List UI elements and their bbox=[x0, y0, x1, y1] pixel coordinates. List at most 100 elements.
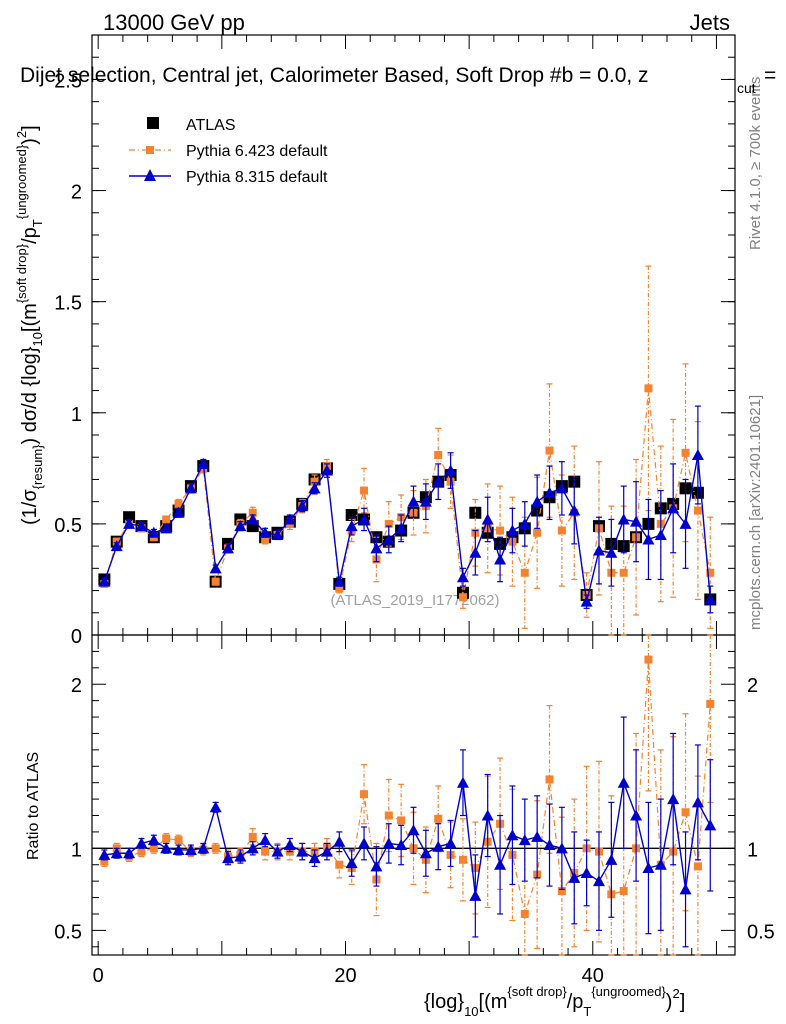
pythia8-point bbox=[617, 513, 630, 525]
pythia8-point bbox=[271, 529, 284, 540]
ratio-pythia8-point bbox=[691, 796, 704, 808]
ratio-pythia8-point bbox=[518, 834, 531, 846]
legend-pythia8-marker bbox=[144, 169, 156, 181]
pythia6-point bbox=[644, 384, 653, 393]
ratio-axis-ticks: 0 20 40 0.5 0.5 1 1 2 2 bbox=[54, 635, 775, 987]
legend-pythia8-label: Pythia 8.315 default bbox=[186, 169, 328, 186]
legend: ATLAS Pythia 6.423 default Pythia 8.315 … bbox=[129, 117, 328, 186]
pythia8-point bbox=[222, 542, 235, 554]
svg-text:(1/σ{resum}) dσ/d {log}10[(m{s: (1/σ{resum}) dσ/d {log}10[(m{soft drop}/… bbox=[14, 125, 45, 525]
pythia6-point bbox=[545, 446, 554, 455]
pythia8-point bbox=[667, 502, 680, 514]
ratio-pythia6-point bbox=[211, 844, 220, 853]
ratio-pythia8-point bbox=[209, 801, 222, 813]
ratio-pythia6-point bbox=[520, 909, 529, 918]
ratio-ytick-label-left: 1 bbox=[71, 839, 82, 861]
ratio-pythia6-point bbox=[100, 857, 109, 866]
ratio-pythia8-line bbox=[104, 779, 711, 897]
ratio-pythia8-point bbox=[456, 776, 469, 788]
pythia6-point bbox=[619, 568, 628, 577]
ratio-pythia6-point bbox=[681, 808, 690, 817]
ratio-pythia6-point bbox=[261, 847, 270, 856]
pythia8-point bbox=[160, 522, 173, 534]
main-ytick-label: 1.5 bbox=[54, 293, 82, 315]
ratio-pythia8-point bbox=[543, 839, 556, 851]
pythia8-point bbox=[110, 540, 123, 552]
pythia8-point bbox=[605, 546, 618, 558]
ratio-pythia8-point bbox=[654, 858, 667, 870]
ratio-pythia8-point bbox=[234, 850, 247, 862]
pythia6-point bbox=[248, 508, 257, 517]
pythia8-point bbox=[469, 546, 482, 558]
ratio-pythia8-point bbox=[135, 837, 148, 849]
pythia8-point bbox=[494, 553, 507, 565]
pythia8-point bbox=[679, 517, 692, 529]
pythia8-point bbox=[296, 500, 309, 512]
atlas-point bbox=[345, 509, 358, 521]
main-ytick-label: 0.5 bbox=[54, 515, 82, 537]
ratio-ytick-label-right: 2 bbox=[747, 675, 758, 697]
pythia8-point bbox=[123, 517, 136, 529]
ratio-pythia8-point bbox=[333, 835, 346, 847]
pythia8-point bbox=[147, 526, 160, 538]
main-axis-ticks: 0 0.5 1 1.5 2 2.5 bbox=[54, 34, 735, 648]
ratio-pythia8-point bbox=[184, 843, 197, 855]
pythia8-point bbox=[395, 522, 408, 534]
pythia8-point bbox=[691, 449, 704, 460]
pythia6-point bbox=[261, 535, 270, 544]
svg-text:{log}10[(m{soft drop}/pT{ungro: {log}10[(m{soft drop}/pT{ungroomed})2] bbox=[424, 984, 685, 1019]
atlas-point bbox=[469, 506, 482, 519]
ratio-pythia8-point bbox=[160, 842, 173, 854]
pythia8-point bbox=[580, 595, 593, 607]
pythia6-point bbox=[496, 526, 505, 535]
ratio-pythia8-point bbox=[531, 830, 544, 842]
plot-title-subscript: cut bbox=[737, 80, 756, 96]
ratio-pythia8-point bbox=[358, 837, 371, 849]
ratio-y-axis-label: Ratio to ATLAS bbox=[25, 752, 42, 860]
legend-pythia6-marker bbox=[146, 146, 154, 154]
pythia8-point bbox=[98, 575, 111, 587]
plot-title-end: = bbox=[764, 64, 776, 87]
ratio-pythia8-point bbox=[395, 839, 408, 851]
analysis-watermark: (ATLAS_2019_I1772062) bbox=[330, 592, 499, 609]
pythia8-point bbox=[333, 575, 346, 587]
pythia8-point bbox=[630, 515, 643, 527]
pythia8-point bbox=[568, 504, 581, 516]
ratio-pythia8-point bbox=[308, 852, 321, 864]
main-ytick-label: 0 bbox=[71, 626, 82, 648]
pythia8-point bbox=[654, 529, 667, 540]
ratio-plot-frame bbox=[91, 634, 736, 956]
pythia8-point bbox=[172, 506, 185, 518]
category-label: Jets bbox=[690, 10, 730, 35]
ratio-pythia8-point bbox=[259, 834, 272, 846]
ratio-pythia6-point bbox=[174, 836, 183, 845]
ratio-pythia8-point bbox=[580, 866, 593, 878]
pythia6-point bbox=[520, 568, 529, 577]
ratio-pythia8-point bbox=[407, 824, 420, 836]
ratio-pythia8-point bbox=[345, 857, 358, 869]
ratio-pythia8-point bbox=[617, 776, 630, 788]
ratio-pythia6-point bbox=[619, 887, 628, 895]
ratio-pythia8-point bbox=[296, 845, 309, 857]
pythia8-point bbox=[308, 482, 321, 494]
ratio-pythia8-point bbox=[432, 840, 445, 852]
ratio-data-layer bbox=[98, 634, 717, 956]
x-axis-label: {log}10[(m{soft drop}/pT{ungroomed})2] bbox=[424, 984, 685, 1019]
ratio-pythia8-point bbox=[667, 793, 680, 805]
pythia8-point bbox=[543, 486, 556, 498]
pythia6-point bbox=[384, 519, 393, 528]
ratio-pythia6-point bbox=[644, 655, 653, 664]
pythia6-point bbox=[706, 568, 715, 577]
ratio-pythia8-point bbox=[506, 829, 519, 841]
pythia8-point bbox=[481, 513, 494, 525]
ratio-pythia8-point bbox=[197, 842, 210, 854]
pythia8-point bbox=[135, 520, 148, 532]
pythia8-point bbox=[358, 513, 371, 525]
plot-title: Dijet selection, Central jet, Calorimete… bbox=[20, 64, 776, 96]
ratio-xtick-label: 0 bbox=[93, 965, 104, 987]
ratio-pythia8-point bbox=[568, 871, 581, 883]
main-ytick-label: 2.5 bbox=[54, 70, 82, 92]
ratio-pythia6-point bbox=[384, 811, 393, 820]
ratio-pythia6-point bbox=[706, 699, 715, 708]
